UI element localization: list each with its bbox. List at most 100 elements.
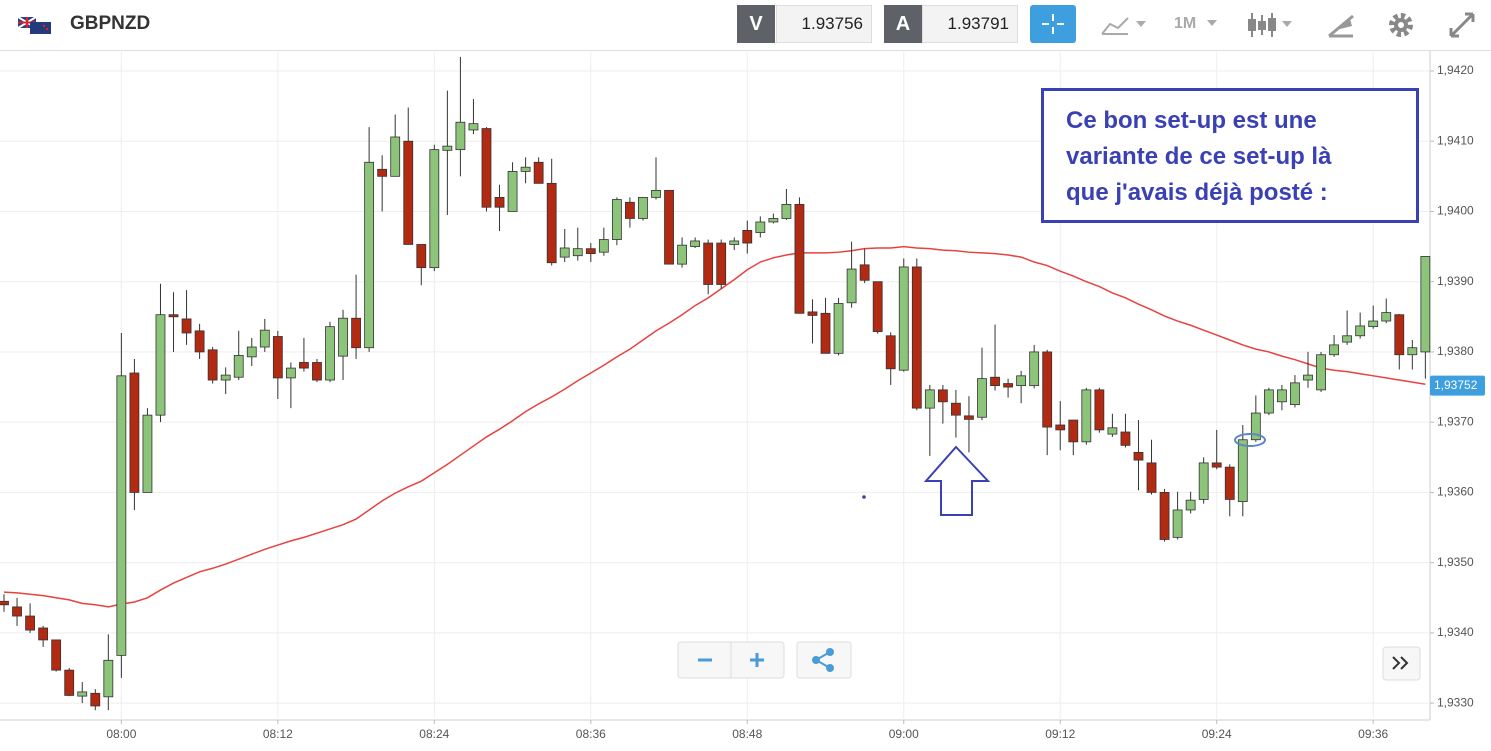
annotation-box: Ce bon set-up est une variante de ce set…: [1041, 88, 1419, 223]
candle-body: [520, 166, 531, 172]
timeframe-menu[interactable]: 1M: [1174, 15, 1197, 32]
candle-body: [38, 627, 49, 641]
x-tick-label: 08:36: [576, 727, 606, 741]
candle-body: [1237, 439, 1248, 502]
candle-body: [1394, 314, 1405, 356]
y-tick-label: 1,9420: [1437, 63, 1474, 77]
candle-body: [442, 145, 453, 151]
x-tick-label: 08:12: [263, 727, 293, 741]
annotation-line: que j'avais déjà posté :: [1066, 179, 1328, 206]
candle-body: [181, 318, 192, 334]
candle-body: [351, 317, 361, 349]
candle-body: [364, 161, 375, 349]
settings-icon[interactable]: [1386, 10, 1416, 40]
candle-body: [990, 376, 1000, 387]
y-tick-label: 1,9410: [1437, 133, 1474, 147]
zoom-in[interactable]: [750, 653, 764, 667]
candle-body: [638, 197, 648, 219]
candle-body: [403, 140, 414, 245]
candle-body: [1185, 499, 1196, 511]
share-button[interactable]: [796, 641, 852, 679]
moving-average-line: [3, 245, 1426, 608]
candle-body: [1055, 424, 1066, 431]
candle-body: [1290, 382, 1300, 406]
drawing-tools[interactable]: [1326, 10, 1356, 40]
candle-body: [1381, 312, 1392, 322]
bid-price[interactable]: 1.93756: [776, 5, 872, 43]
zoom-controls: [677, 641, 1421, 681]
candle-type-menu[interactable]: [1244, 10, 1304, 40]
candle-body: [924, 389, 935, 409]
candle-body: [651, 189, 661, 198]
y-tick-label: 1,9340: [1437, 625, 1474, 639]
candle-body: [1303, 374, 1313, 381]
x-tick-label: 09:24: [1202, 727, 1232, 741]
candle-body: [325, 326, 335, 381]
candle-body: [885, 335, 896, 370]
highlight-ellipse: [1234, 433, 1266, 447]
dropdown-icon: [1207, 20, 1217, 26]
candle-body: [207, 349, 218, 381]
candle-body: [664, 189, 674, 265]
candle-body: [1368, 320, 1379, 328]
annotation-line: variante de ce set-up là: [1066, 143, 1332, 170]
candle-body: [272, 336, 283, 379]
candle-body: [546, 182, 557, 264]
candle-body: [1068, 419, 1079, 443]
candle-body: [129, 372, 140, 493]
ask-price[interactable]: 1.93791: [922, 5, 1018, 43]
last-price-label: 1,93752: [1434, 378, 1478, 392]
y-tick-label: 1,9380: [1437, 344, 1474, 358]
symbol[interactable]: GBPNZD: [70, 13, 151, 34]
candle-body: [1316, 354, 1326, 391]
candle-body: [377, 168, 388, 177]
candle-body: [703, 242, 714, 285]
candle-body: [1329, 344, 1339, 356]
chart-type-menu[interactable]: [1096, 10, 1156, 40]
candle-body: [716, 242, 727, 285]
y-tick-label: 1,9330: [1437, 695, 1474, 709]
candle-body: [1042, 351, 1053, 428]
candle-body: [1016, 375, 1027, 387]
candle-body: [220, 374, 231, 381]
toolbar: GBPNZD V 1.93756 A 1.93791 1M: [0, 0, 1491, 51]
candle-body: [1355, 325, 1366, 337]
candle-body: [1081, 389, 1092, 443]
chevrons: [1392, 656, 1409, 670]
y-tick-label: 1,9400: [1437, 204, 1474, 218]
y-tick-label: 1,9370: [1437, 414, 1474, 428]
candle-body: [872, 281, 883, 332]
candle-body: [951, 402, 961, 416]
candle-body: [977, 378, 987, 418]
candle-body: [299, 362, 309, 369]
candle-body: [611, 199, 622, 240]
candle-body: [572, 248, 583, 257]
candle-body: [585, 248, 596, 254]
candle-body: [794, 204, 805, 314]
scroll-right-button[interactable]: [1382, 646, 1421, 681]
last-price-marker: [1430, 375, 1485, 396]
candle-body: [533, 161, 544, 184]
candle-body: [937, 389, 948, 403]
candle-body: [1120, 431, 1131, 446]
candle-body: [768, 218, 779, 223]
candle-body: [312, 362, 322, 381]
ask-label: A: [884, 5, 922, 43]
dot: [862, 495, 866, 499]
y-tick-label: 1,9390: [1437, 274, 1474, 288]
candle-body: [1342, 335, 1353, 343]
candle-body: [1277, 389, 1287, 403]
candle-body: [846, 268, 857, 304]
candle-body: [911, 266, 922, 409]
candle-body: [259, 329, 270, 348]
candle-body: [1407, 347, 1418, 356]
candle-body: [25, 615, 35, 631]
crosshair-button[interactable]: [1030, 5, 1076, 43]
candle-body: [742, 230, 753, 244]
bid-label: V: [737, 5, 775, 43]
candle-body: [1420, 256, 1431, 353]
candle-body: [559, 247, 570, 258]
fullscreen-icon[interactable]: [1447, 10, 1477, 40]
